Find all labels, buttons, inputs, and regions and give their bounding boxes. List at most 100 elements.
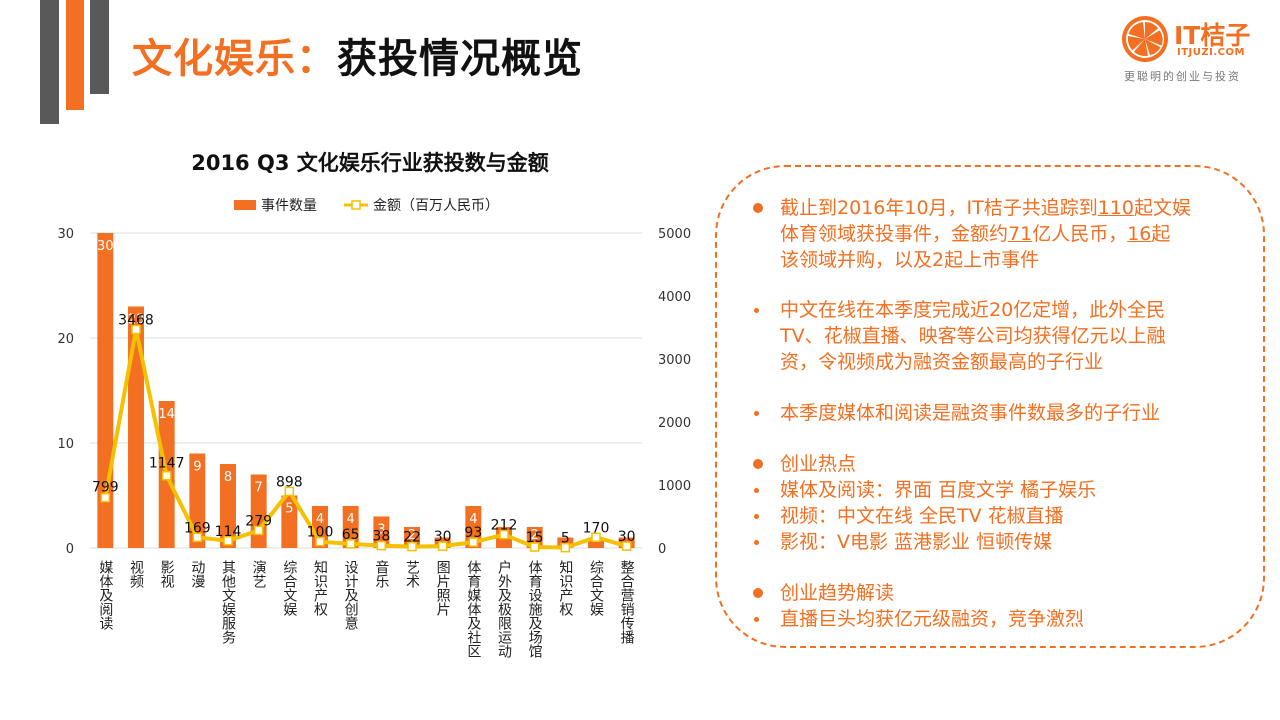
line-point	[192, 532, 203, 543]
bar	[281, 495, 298, 548]
x-tick-label: 演艺	[251, 560, 267, 588]
bar-value-label: 9	[193, 460, 201, 475]
line-value-label: 30	[434, 529, 452, 545]
summary-line-5: TV、花椒直播、映客等公司均获得亿元以上融	[780, 325, 1166, 347]
x-tick-label: 图片照片	[435, 560, 451, 616]
x-tick-label: 设计及创意	[343, 560, 359, 630]
line-value-label: 93	[464, 525, 482, 541]
summary-line-7: 本季度媒体和阅读是融资事件数最多的子行业	[780, 402, 1161, 424]
x-tick-label: 其他文娱服务	[220, 560, 236, 644]
y-left-tick-label: 20	[57, 332, 74, 347]
y-left-tick-label: 30	[57, 227, 74, 242]
hotspot-video: 视频：中文在线 全民TV 花椒直播	[780, 505, 1064, 527]
line-value-label: 169	[184, 520, 211, 536]
line-value-label: 212	[491, 518, 518, 534]
line-point	[376, 540, 387, 551]
line-series	[103, 327, 628, 550]
line-value-label: 30	[618, 529, 636, 545]
line-value-label: 100	[307, 525, 334, 541]
line-value-label: 898	[276, 474, 303, 490]
bar	[189, 453, 206, 548]
page-title-separator: ：	[296, 36, 337, 82]
logo-url: ITJUZI.COM	[1177, 47, 1245, 58]
decor-bar-orange	[66, 0, 84, 110]
y-right-tick-label: 4000	[658, 290, 691, 305]
page-title-part2: 获投情况概览	[337, 36, 583, 82]
line-point	[284, 486, 295, 497]
line-value-label: 15	[526, 530, 544, 546]
page-title-part1: 文化娱乐	[132, 36, 296, 82]
bar	[220, 464, 236, 548]
y-left-tick-label: 0	[66, 542, 74, 557]
bar	[557, 537, 574, 548]
line-point	[161, 470, 172, 481]
x-tick-label: 知识产权	[312, 559, 328, 617]
bullet-dot	[753, 588, 763, 598]
logo-slogan: 更聪明的创业与投资	[1124, 70, 1241, 83]
hotspot-media: 媒体及阅读：界面 百度文学 橘子娱乐	[780, 479, 1097, 501]
line-point	[621, 541, 632, 551]
bar-value-label: 3	[377, 523, 385, 538]
trend-line: 直播巨头均获亿元级融资，竞争激烈	[780, 608, 1085, 630]
line-value-label: 114	[215, 524, 242, 540]
line-value-label: 170	[583, 520, 610, 536]
chart-title: 2016 Q3 文化娱乐行业获投数与金额	[191, 151, 549, 175]
y-left-tick-label: 10	[57, 437, 74, 452]
decor-bar-gray-right	[90, 0, 109, 94]
summary-line-2: 体育领域获投事件，金额约71亿人民币，16起	[780, 223, 1171, 245]
x-tick-label: 影视	[159, 560, 175, 589]
summary-panel	[715, 165, 1265, 648]
line-point	[223, 536, 233, 546]
bar	[373, 516, 390, 548]
bar-value-label: 4	[347, 512, 355, 527]
line-value-label: 1147	[149, 456, 185, 472]
x-tick-label: 体育媒体及社区	[465, 560, 481, 658]
legend-swatch-bar	[234, 200, 256, 210]
summary-line-6: 资，令视频成为融资金额最高的子行业	[780, 351, 1104, 373]
y-right-tick-label: 2000	[658, 416, 691, 431]
bullet-dot-small	[754, 308, 759, 313]
line-value-label: 799	[92, 480, 119, 496]
x-tick-label: 知识产权	[557, 559, 573, 617]
line-point	[499, 529, 509, 540]
x-tick-label: 媒体及阅读	[97, 560, 113, 630]
x-tick-label: 艺术	[404, 560, 420, 588]
line-point	[560, 542, 571, 553]
bullet-dot	[753, 459, 763, 469]
bar	[342, 506, 359, 548]
bullet-dot-small	[754, 540, 759, 545]
legend-label-bar: 事件数量	[261, 198, 317, 214]
orange-slice-icon	[1122, 16, 1168, 62]
bullet-dot-small	[754, 617, 759, 622]
line-value-label: 65	[342, 527, 360, 543]
bar-value-label: 2	[408, 528, 416, 543]
line-value-label: 3468	[118, 313, 154, 329]
bar	[128, 306, 144, 548]
line-value-label: 38	[372, 529, 390, 545]
line-point	[345, 539, 356, 549]
x-tick-label: 音乐	[373, 559, 389, 588]
x-tick-label: 综合文娱	[588, 560, 604, 616]
trend-heading: 创业趋势解读	[780, 582, 895, 604]
bullet-dot-small	[754, 514, 759, 519]
bar-value-label: 5	[285, 502, 293, 517]
legend-label-line: 金额（百万人民币）	[373, 198, 499, 214]
line-point	[253, 525, 264, 536]
decor-bar-gray-left	[40, 0, 59, 124]
line-point	[468, 537, 479, 547]
summary-line-1: 截止到2016年10月，IT桔子共追踪到110起文娱	[780, 197, 1192, 219]
line-point	[591, 532, 601, 543]
bar-value-label: 30	[97, 239, 114, 254]
bar-value-label: 2	[531, 528, 539, 543]
bar-value-label: 23	[128, 313, 145, 328]
y-right-tick-label: 0	[658, 542, 666, 557]
summary-line-4: 中文在线在本季度完成近20亿定增，此外全民	[780, 299, 1166, 321]
y-right-tick-label: 3000	[658, 353, 691, 368]
line-value-label: 279	[245, 513, 272, 529]
bar-value-label: 14	[158, 407, 175, 422]
line-point	[315, 536, 325, 547]
page-title: 文化娱乐：获投情况概览	[132, 26, 583, 84]
bar-value-label: 8	[224, 470, 232, 485]
bar-value-label: 4	[316, 512, 324, 527]
